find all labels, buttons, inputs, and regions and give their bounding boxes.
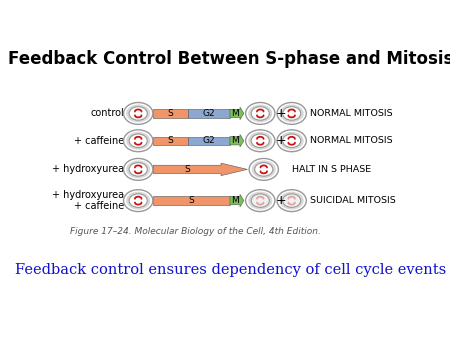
Text: S: S [168,109,174,118]
Text: G2: G2 [202,109,215,118]
Circle shape [252,161,276,178]
Circle shape [124,190,153,212]
Circle shape [255,163,273,176]
Text: HALT IN S PHASE: HALT IN S PHASE [292,165,372,174]
Circle shape [248,192,272,210]
Circle shape [246,130,275,152]
Circle shape [283,107,301,120]
Circle shape [246,190,275,212]
Text: +: + [276,107,287,120]
Text: + hydroxyurea: + hydroxyurea [52,164,124,174]
Text: + caffeine: + caffeine [74,201,124,211]
Text: G2: G2 [202,136,215,145]
Circle shape [129,134,147,147]
FancyArrow shape [153,163,248,176]
Text: + caffeine: + caffeine [74,136,124,146]
Text: +: + [276,194,287,207]
Circle shape [248,104,272,122]
Circle shape [124,159,153,180]
Bar [153,196,230,205]
Circle shape [279,132,304,150]
Text: Figure 17–24. Molecular Biology of the Cell, 4th Edition.: Figure 17–24. Molecular Biology of the C… [70,227,321,236]
Circle shape [126,192,150,210]
Text: Feedback control ensures dependency of cell cycle events: Feedback control ensures dependency of c… [15,263,446,276]
Text: S: S [184,165,190,174]
Circle shape [277,130,306,152]
Bar [188,109,230,118]
Bar [188,137,230,145]
Text: NORMAL MITOSIS: NORMAL MITOSIS [310,109,392,118]
Circle shape [251,134,270,147]
Text: Feedback Control Between S-phase and Mitosis: Feedback Control Between S-phase and Mit… [8,50,450,68]
Circle shape [249,159,279,180]
Bar [153,109,188,118]
Circle shape [124,130,153,152]
Circle shape [283,134,301,147]
Text: NORMAL MITOSIS: NORMAL MITOSIS [310,136,392,145]
Circle shape [246,102,275,124]
Text: M: M [231,109,239,118]
Circle shape [283,194,301,208]
Circle shape [129,107,147,120]
Text: M: M [231,136,239,145]
FancyArrow shape [230,135,244,147]
Circle shape [251,194,270,208]
Circle shape [124,102,153,124]
Circle shape [279,192,304,210]
Text: control: control [90,108,124,118]
Text: S: S [168,136,174,145]
Bar [153,137,188,145]
Circle shape [126,104,150,122]
Circle shape [279,104,304,122]
Circle shape [248,132,272,150]
Text: S: S [189,196,194,205]
Text: + hydroxyurea: + hydroxyurea [52,190,124,200]
Text: +: + [276,134,287,147]
Circle shape [126,132,150,150]
Circle shape [277,190,306,212]
Circle shape [277,102,306,124]
Text: M: M [231,196,239,205]
Circle shape [251,107,270,120]
FancyArrow shape [230,194,244,207]
Text: SUICIDAL MITOSIS: SUICIDAL MITOSIS [310,196,396,205]
Circle shape [129,194,147,208]
Circle shape [126,161,150,178]
FancyArrow shape [230,107,244,120]
Circle shape [129,163,147,176]
